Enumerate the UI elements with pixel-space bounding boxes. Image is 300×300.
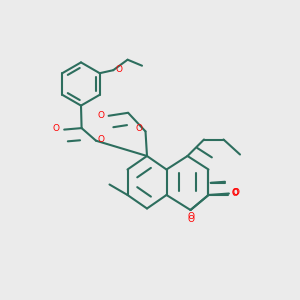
Text: O: O [187, 214, 194, 224]
Text: O: O [98, 111, 105, 120]
Text: O: O [53, 124, 60, 133]
Text: O: O [233, 188, 240, 197]
Text: O: O [188, 212, 195, 221]
Text: O: O [98, 135, 105, 144]
Text: O: O [232, 188, 239, 197]
Text: O: O [115, 65, 122, 74]
Text: O: O [135, 124, 142, 133]
Text: O: O [231, 189, 238, 198]
